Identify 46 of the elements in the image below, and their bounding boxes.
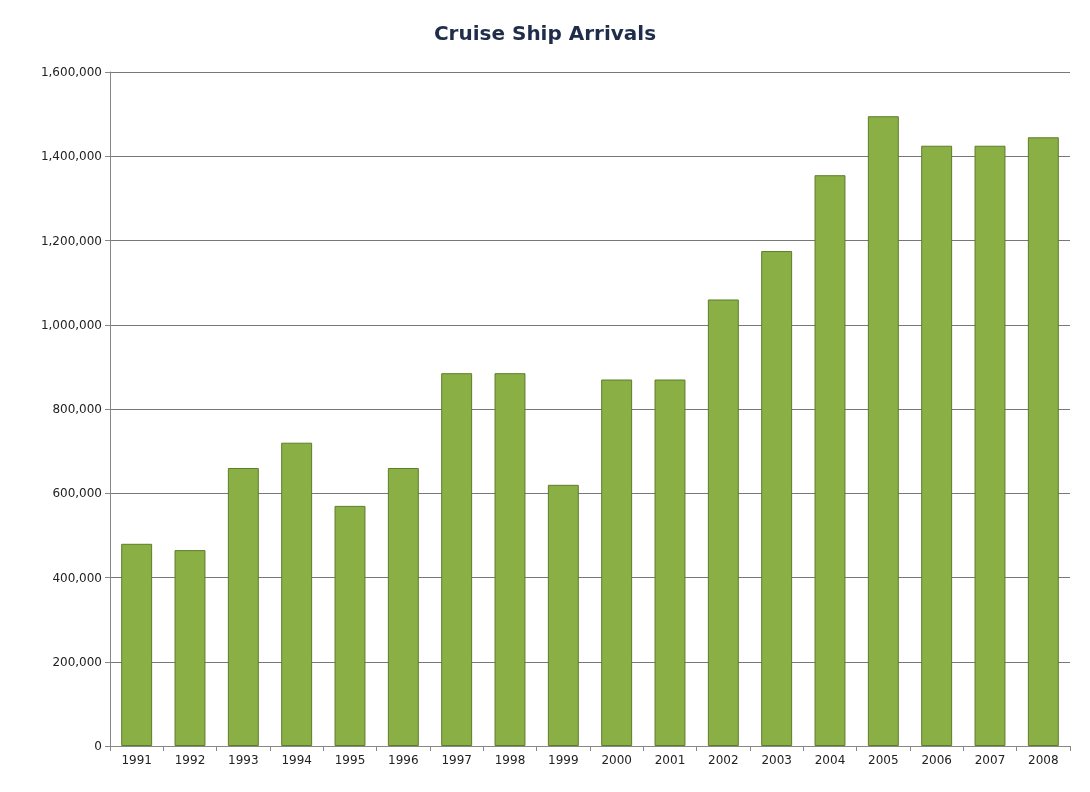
y-tick-label: 0 xyxy=(94,739,102,753)
y-tick-label: 200,000 xyxy=(52,654,102,669)
x-tick-label: 1993 xyxy=(228,753,259,767)
x-tick-label: 2000 xyxy=(601,753,632,767)
y-tick-label: 1,000,000 xyxy=(40,317,102,332)
bar xyxy=(441,373,473,746)
x-tick-label: 2001 xyxy=(654,753,686,767)
bar xyxy=(227,467,259,746)
bar xyxy=(547,484,579,746)
bar xyxy=(867,116,899,746)
y-tick-label: 1,400,000 xyxy=(40,149,102,164)
x-tick-label: 1998 xyxy=(494,753,526,767)
bar xyxy=(121,543,153,746)
x-tick-label: 1995 xyxy=(334,753,366,767)
x-tick-label: 2005 xyxy=(868,753,899,767)
x-tick-label: 1992 xyxy=(174,753,206,767)
bar xyxy=(654,379,686,746)
y-tick-label: 800,000 xyxy=(52,402,102,416)
x-tick-label: 2003 xyxy=(761,753,792,767)
x-tick-label: 1996 xyxy=(388,753,419,767)
bar xyxy=(387,467,419,746)
y-tick-label: 1,600,000 xyxy=(40,65,102,79)
x-tick-label: 2004 xyxy=(814,753,846,767)
x-tick-label: 1999 xyxy=(548,753,579,767)
x-tick-label: 2007 xyxy=(974,753,1006,767)
bar xyxy=(1027,137,1059,746)
bar xyxy=(707,299,739,746)
bar xyxy=(814,175,846,746)
x-tick-label: 2008 xyxy=(1028,753,1059,767)
x-tick-label: 2002 xyxy=(708,753,739,767)
x-tick-label: 1997 xyxy=(441,753,472,767)
bar xyxy=(494,373,526,746)
bar xyxy=(761,251,793,746)
y-tick-label: 400,000 xyxy=(52,570,102,585)
bar xyxy=(174,550,206,746)
bar xyxy=(921,145,953,746)
x-tick-label: 2006 xyxy=(921,753,952,767)
y-tick-label: 600,000 xyxy=(52,486,102,501)
bar xyxy=(334,505,366,746)
bar xyxy=(281,442,313,746)
bar xyxy=(601,379,633,746)
y-tick-label: 1,200,000 xyxy=(40,233,102,248)
bar xyxy=(974,145,1006,746)
x-tick-label: 1991 xyxy=(121,753,152,767)
x-tick-label: 1994 xyxy=(281,753,312,767)
chart-title: Cruise Ship Arrivals xyxy=(433,21,657,45)
